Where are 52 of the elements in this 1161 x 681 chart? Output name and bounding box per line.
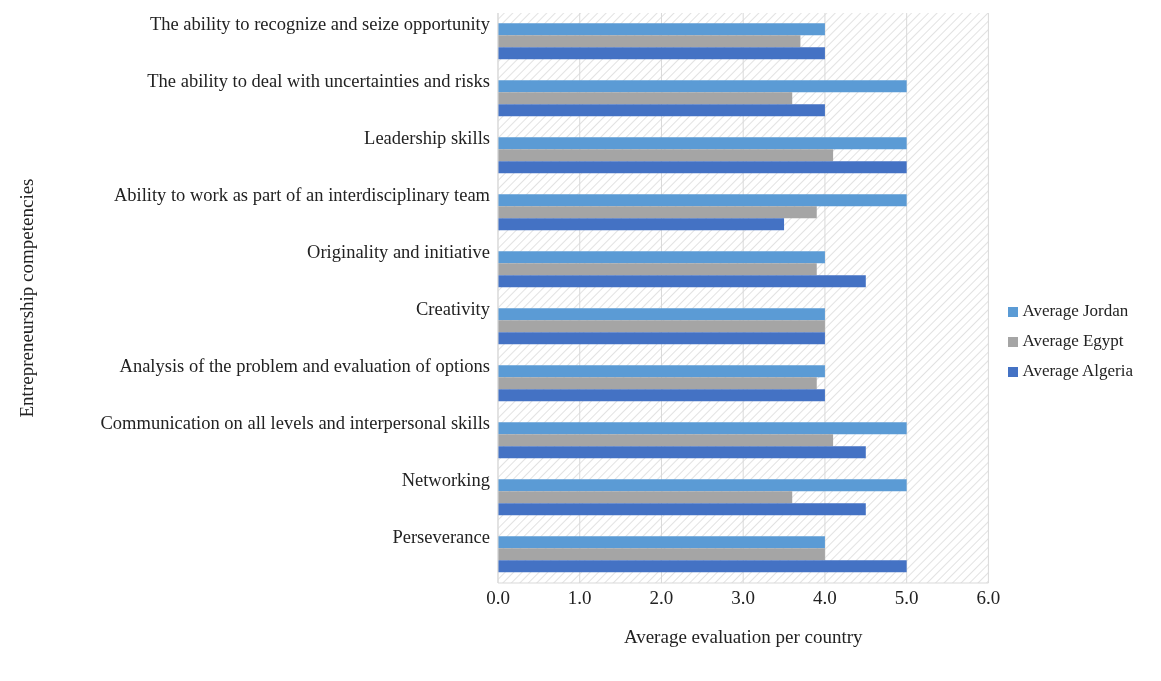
bar xyxy=(498,308,825,321)
bar xyxy=(498,422,907,435)
x-tick-label: 3.0 xyxy=(731,587,756,609)
x-tick-label: 2.0 xyxy=(649,587,674,609)
bar xyxy=(498,491,793,504)
bar xyxy=(498,194,907,207)
bar xyxy=(498,320,825,333)
bar xyxy=(498,47,825,60)
bar xyxy=(498,251,825,264)
x-tick-label: 5.0 xyxy=(894,587,919,609)
y-tick-label: Networking xyxy=(401,470,490,491)
y-tick-label: Ability to work as part of an interdisciplinary team xyxy=(113,185,491,206)
y-tick-label: Leadership skills xyxy=(364,128,490,149)
x-tick-label: 0.0 xyxy=(486,587,510,609)
x-tick-label: 4.0 xyxy=(813,587,837,609)
x-axis-title: Average evaluation per country xyxy=(623,626,864,647)
bar xyxy=(498,434,834,447)
bar xyxy=(498,104,825,117)
bar xyxy=(498,80,907,93)
bar xyxy=(498,206,817,219)
y-tick-label: The ability to recognize and seize opportunity xyxy=(149,14,491,35)
bar xyxy=(498,536,825,549)
bar xyxy=(498,161,907,174)
bar xyxy=(498,23,825,36)
bar xyxy=(498,92,793,105)
y-tick-label: Originality and initiative xyxy=(307,242,490,263)
bar xyxy=(498,446,866,459)
bar xyxy=(498,365,825,378)
bar xyxy=(498,137,907,150)
bar xyxy=(498,332,825,345)
x-tick-label: 6.0 xyxy=(976,587,1001,609)
x-tick-label: 1.0 xyxy=(567,587,592,609)
y-tick-label: Analysis of the problem and evaluation of options xyxy=(119,356,490,377)
y-axis-title: Entrepreneurship competencies xyxy=(16,178,38,418)
bar xyxy=(498,548,825,561)
bar xyxy=(498,275,866,288)
legend-label: Average Algeria xyxy=(1022,360,1133,380)
bar xyxy=(498,149,834,162)
y-tick-label: Creativity xyxy=(416,299,491,320)
bar xyxy=(498,218,785,231)
legend-label: Average Egypt xyxy=(1022,330,1124,350)
bar xyxy=(498,503,866,516)
bar xyxy=(498,479,907,492)
y-tick-label: Communication on all levels and interpersonal skills xyxy=(100,413,490,434)
bar xyxy=(498,560,907,573)
y-tick-label: The ability to deal with uncertainties and risks xyxy=(147,71,490,92)
bar xyxy=(498,35,801,48)
y-tick-label: Perseverance xyxy=(392,527,490,548)
legend-label: Average Jordan xyxy=(1022,300,1129,320)
bar xyxy=(498,389,825,402)
bar xyxy=(498,377,817,390)
bar xyxy=(498,263,817,276)
